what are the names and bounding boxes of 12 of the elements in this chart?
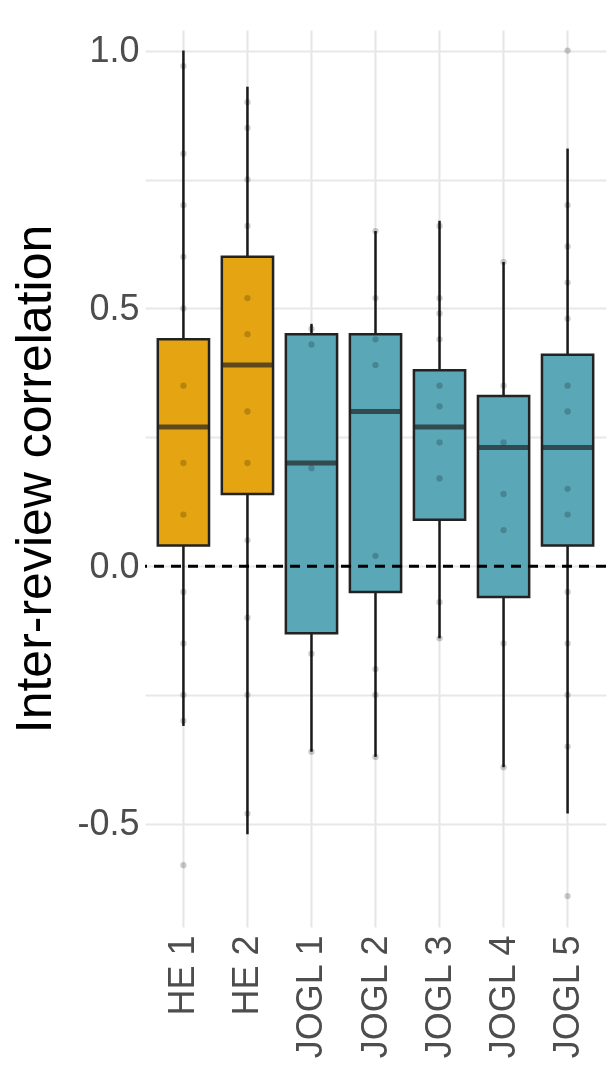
y-tick-label: -0.5 [77, 802, 140, 844]
x-tick-label: HE 1 [161, 935, 203, 1016]
x-tick-label: JOGL 1 [289, 935, 331, 1059]
y-axis-title: Inter-review correlation [6, 224, 63, 734]
x-tick-label: JOGL 4 [481, 935, 523, 1059]
x-tick-label: JOGL 2 [353, 935, 395, 1059]
x-tick-label: HE 2 [225, 935, 267, 1016]
x-tick-label: JOGL 3 [417, 935, 459, 1059]
y-tick-label: 0.5 [89, 286, 140, 328]
y-tick-label: 0.0 [89, 544, 140, 586]
y-tick-label: 1.0 [89, 29, 140, 71]
x-tick-label: JOGL 5 [545, 935, 587, 1059]
